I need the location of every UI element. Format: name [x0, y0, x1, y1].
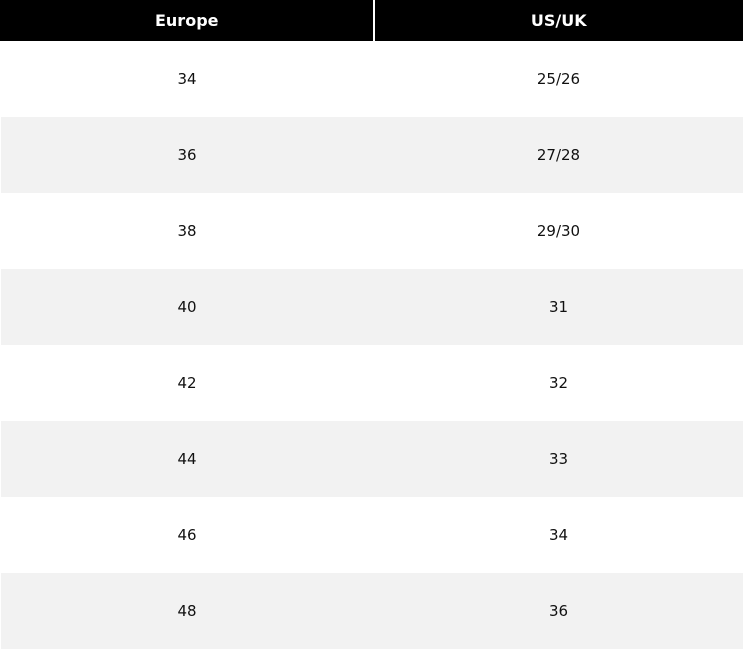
us-uk-size-cell: 31 — [374, 269, 743, 345]
europe-size-cell: 38 — [1, 193, 374, 269]
table-row: 42 32 — [1, 345, 743, 421]
us-uk-size-cell: 34 — [374, 497, 743, 573]
us-uk-size-cell: 25/26 — [374, 41, 743, 118]
us-uk-size-cell: 32 — [374, 345, 743, 421]
us-uk-size-cell: 29/30 — [374, 193, 743, 269]
table-row: 44 33 — [1, 421, 743, 497]
header-us-uk: US/UK — [374, 1, 743, 41]
europe-size-cell: 48 — [1, 573, 374, 649]
europe-size-cell: 42 — [1, 345, 374, 421]
us-uk-size-cell: 33 — [374, 421, 743, 497]
europe-size-cell: 34 — [1, 41, 374, 118]
table-row: 46 34 — [1, 497, 743, 573]
table-row: 38 29/30 — [1, 193, 743, 269]
us-uk-size-cell: 36 — [374, 573, 743, 649]
table-row: 34 25/26 — [1, 41, 743, 118]
table-header-row: Europe US/UK — [1, 1, 743, 41]
europe-size-cell: 46 — [1, 497, 374, 573]
header-europe: Europe — [1, 1, 374, 41]
us-uk-size-cell: 27/28 — [374, 117, 743, 193]
europe-size-cell: 44 — [1, 421, 374, 497]
table-row: 48 36 — [1, 573, 743, 649]
table-row: 36 27/28 — [1, 117, 743, 193]
europe-size-cell: 40 — [1, 269, 374, 345]
table-row: 40 31 — [1, 269, 743, 345]
europe-size-cell: 36 — [1, 117, 374, 193]
